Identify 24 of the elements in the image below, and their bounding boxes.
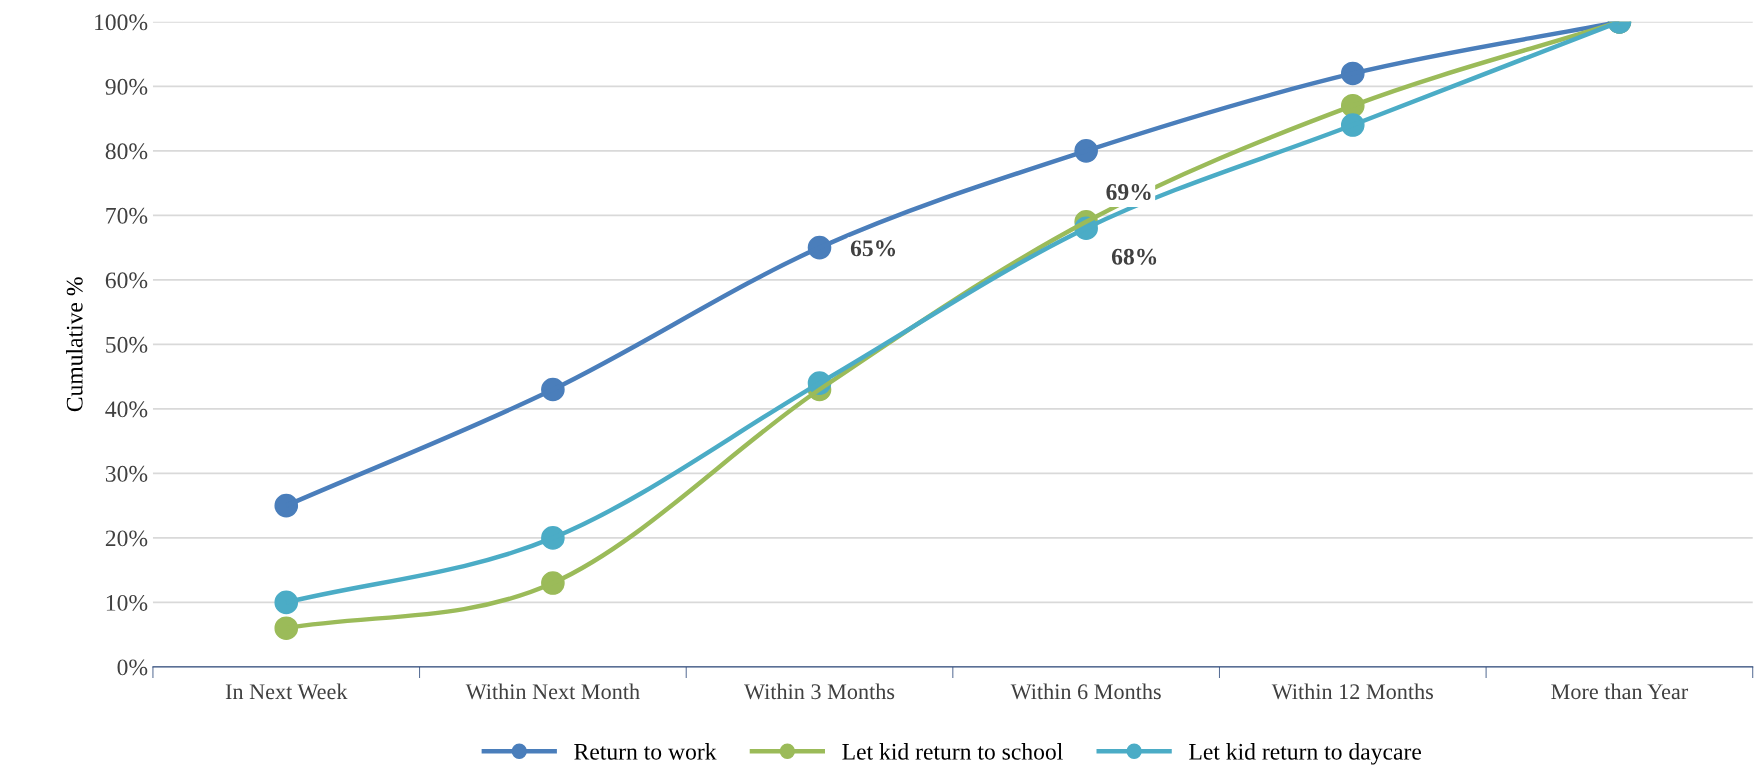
x-tick-label: Within 3 Months <box>744 683 895 700</box>
legend-label: Let kid return to daycare <box>1189 743 1421 765</box>
x-tick-label: More than Year <box>1551 683 1689 700</box>
y-tick-label: 30% <box>105 465 148 482</box>
x-tick-label: Within 12 Months <box>1271 683 1434 700</box>
legend-label: Return to work <box>574 743 717 760</box>
y-tick-label: 10% <box>106 594 148 611</box>
x-tick-label: In Next Week <box>225 683 348 700</box>
y-tick-label: 90% <box>105 78 148 95</box>
y-tick-label: 20% <box>105 530 148 547</box>
x-tick-label: Within 6 Months <box>1010 683 1161 700</box>
y-axis-title: Cumulative % <box>66 277 83 412</box>
y-tick-label: 100% <box>95 14 148 31</box>
y-tick-label: 70% <box>106 207 148 224</box>
data-label: 68% <box>1111 248 1157 265</box>
y-tick-label: 0% <box>117 659 148 676</box>
legend-label: Let kid return to school <box>842 743 1063 760</box>
y-tick-label: 50% <box>106 336 148 353</box>
y-tick-label: 40% <box>105 401 148 418</box>
y-tick-label: 60% <box>105 272 148 289</box>
y-tick-label: 80% <box>105 143 148 160</box>
data-label: 69% <box>1106 184 1151 201</box>
data-label: 65% <box>850 240 896 257</box>
x-tick-label: Within Next Month <box>465 683 640 700</box>
